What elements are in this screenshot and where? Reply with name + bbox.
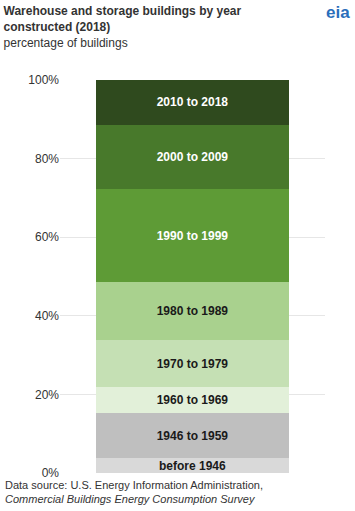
svg-text:2010 to 2018: 2010 to 2018 [157,95,229,109]
svg-text:100%: 100% [28,73,59,87]
svg-text:60%: 60% [35,230,59,244]
svg-text:1946 to 1959: 1946 to 1959 [157,429,229,443]
svg-text:1980 to 1989: 1980 to 1989 [157,304,229,318]
svg-text:Data source: U.S. Energy Infor: Data source: U.S. Energy Information Adm… [5,479,263,505]
svg-text:eia: eia [326,3,350,22]
svg-text:2000 to 2009: 2000 to 2009 [157,150,229,164]
svg-text:80%: 80% [35,152,59,166]
svg-text:0%: 0% [42,466,60,480]
svg-text:1970 to 1979: 1970 to 1979 [157,357,229,371]
svg-text:1960 to 1969: 1960 to 1969 [157,393,229,407]
svg-text:Warehouse and storage building: Warehouse and storage buildings by yearc… [4,4,242,49]
svg-text:1990 to 1999: 1990 to 1999 [157,229,229,243]
svg-text:40%: 40% [35,309,59,323]
svg-text:before 1946: before 1946 [159,459,226,473]
svg-text:20%: 20% [35,388,59,402]
